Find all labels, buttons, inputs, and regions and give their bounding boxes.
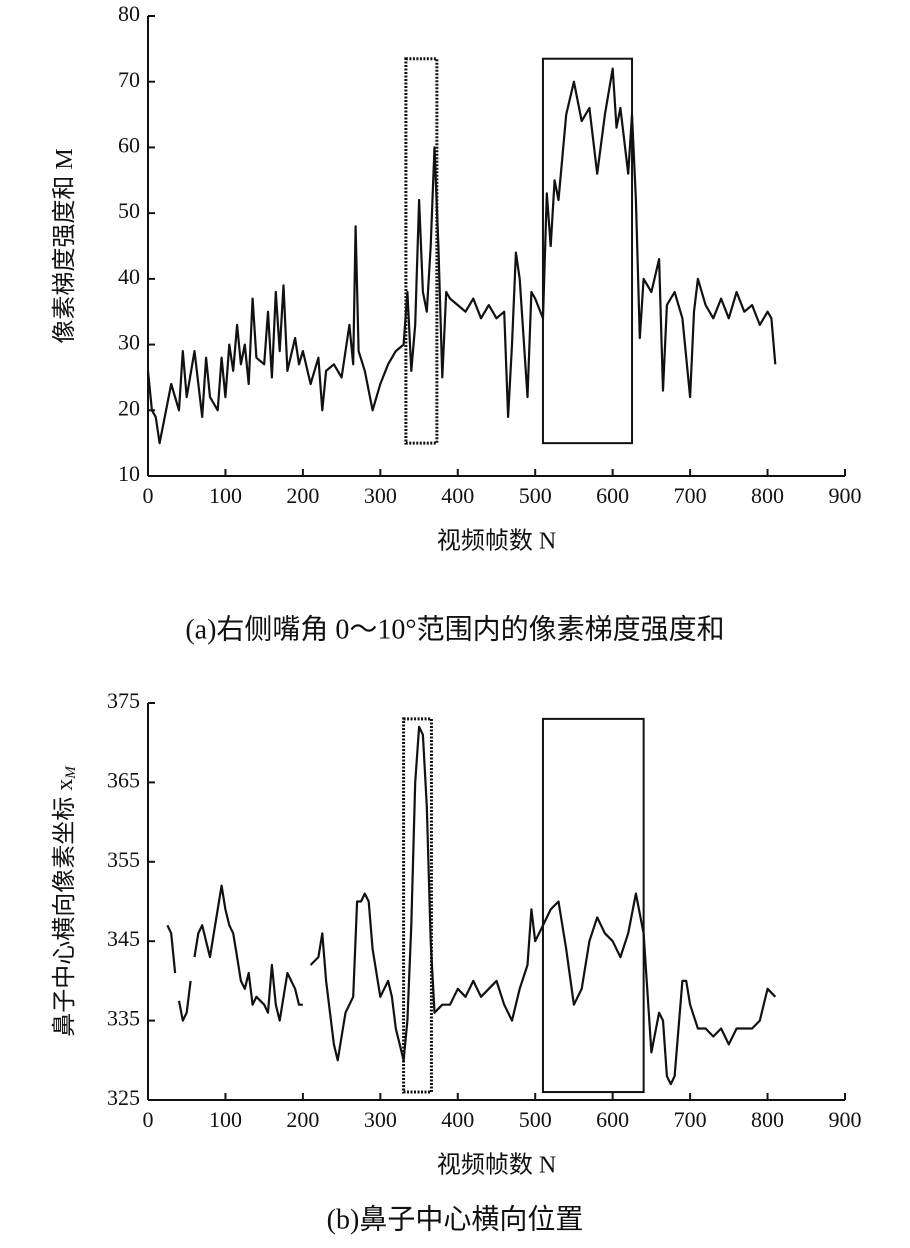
x-tick-label: 500 bbox=[519, 1107, 552, 1132]
y-tick-label: 375 bbox=[107, 688, 140, 713]
caption: (a)右侧嘴角 0～10°范围内的像素梯度强度和 bbox=[185, 613, 724, 645]
y-tick-label: 30 bbox=[118, 330, 140, 355]
y-tick-label: 355 bbox=[107, 847, 140, 872]
y-tick-label: 70 bbox=[118, 67, 140, 92]
y-tick-label: 325 bbox=[107, 1085, 140, 1110]
x-tick-label: 300 bbox=[364, 483, 397, 508]
x-tick-label: 100 bbox=[209, 483, 242, 508]
x-tick-label: 400 bbox=[441, 483, 474, 508]
x-tick-label: 700 bbox=[674, 1107, 707, 1132]
y-axis-label: 鼻子中心横向像素坐标 xM bbox=[51, 765, 80, 1037]
data-line bbox=[146, 67, 777, 445]
x-tick-label: 400 bbox=[441, 1107, 474, 1132]
y-axis-label-sub: M bbox=[63, 765, 79, 780]
x-axis-label: 视频帧数 N bbox=[437, 528, 556, 555]
y-tick-label: 80 bbox=[118, 1, 140, 26]
x-tick-label: 0 bbox=[143, 483, 154, 508]
y-tick-label: 50 bbox=[118, 198, 140, 223]
highlight-box bbox=[402, 717, 433, 1094]
x-tick-label: 100 bbox=[209, 1107, 242, 1132]
y-axis-label-main: 像素梯度强度和 M bbox=[51, 148, 78, 343]
x-axis-label: 视频帧数 N bbox=[437, 1152, 556, 1179]
y-axis-label: 像素梯度强度和 M bbox=[51, 148, 78, 343]
x-tick-label: 700 bbox=[674, 483, 707, 508]
y-axis-label-main: 鼻子中心横向像素坐标 x bbox=[51, 779, 78, 1037]
caption: (b)鼻子中心横向位置 bbox=[327, 1203, 584, 1235]
y-tick-label: 335 bbox=[107, 1006, 140, 1031]
x-tick-label: 200 bbox=[286, 483, 319, 508]
y-tick-label: 40 bbox=[118, 264, 140, 289]
highlight-box bbox=[541, 57, 634, 445]
y-tick-label: 10 bbox=[118, 461, 140, 486]
x-tick-label: 600 bbox=[596, 483, 629, 508]
highlight-box bbox=[404, 57, 439, 445]
y-tick-label: 20 bbox=[118, 395, 140, 420]
x-tick-label: 900 bbox=[829, 1107, 862, 1132]
data-line bbox=[166, 725, 777, 1086]
y-tick-label: 365 bbox=[107, 767, 140, 792]
x-tick-label: 0 bbox=[143, 1107, 154, 1132]
x-tick-label: 500 bbox=[519, 483, 552, 508]
x-tick-label: 900 bbox=[829, 483, 862, 508]
y-tick-label: 60 bbox=[118, 132, 140, 157]
y-tick-label: 345 bbox=[107, 926, 140, 951]
x-tick-label: 800 bbox=[751, 1107, 784, 1132]
highlight-box bbox=[541, 717, 645, 1094]
x-tick-label: 200 bbox=[286, 1107, 319, 1132]
x-tick-label: 600 bbox=[596, 1107, 629, 1132]
x-tick-label: 300 bbox=[364, 1107, 397, 1132]
x-tick-label: 800 bbox=[751, 483, 784, 508]
